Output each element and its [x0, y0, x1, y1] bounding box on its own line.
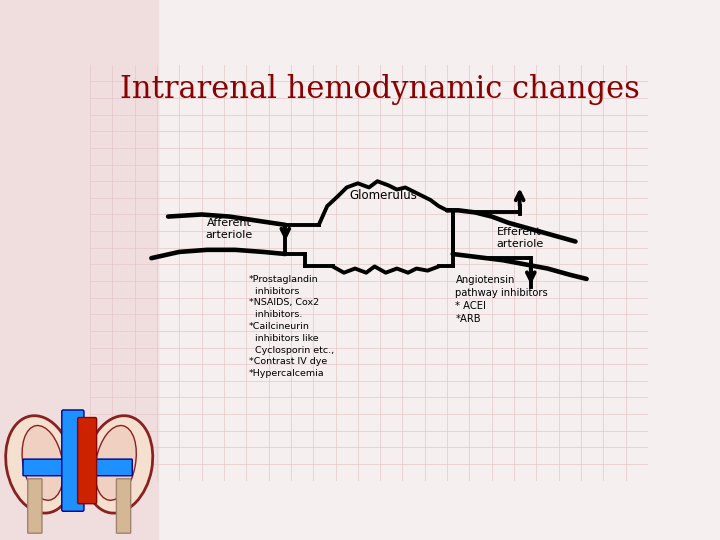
FancyBboxPatch shape [62, 410, 84, 511]
Text: Afferent
arteriole: Afferent arteriole [206, 218, 253, 240]
FancyBboxPatch shape [86, 459, 132, 476]
FancyBboxPatch shape [28, 479, 42, 533]
Text: Efferent
arteriole: Efferent arteriole [496, 227, 544, 248]
Ellipse shape [95, 426, 136, 500]
Ellipse shape [6, 416, 73, 513]
Ellipse shape [85, 416, 153, 513]
Text: *Prostaglandin
  inhibitors
*NSAIDS, Cox2
  inhibitors.
*Cailcineurin
  inhibito: *Prostaglandin inhibitors *NSAIDS, Cox2 … [249, 275, 334, 378]
Text: Intrarenal hemodynamic changes: Intrarenal hemodynamic changes [120, 74, 640, 105]
Text: Angiotensin
pathway inhibitors
* ACEI
*ARB: Angiotensin pathway inhibitors * ACEI *A… [456, 275, 548, 325]
FancyBboxPatch shape [78, 417, 96, 504]
Ellipse shape [22, 426, 63, 500]
FancyBboxPatch shape [117, 479, 131, 533]
FancyBboxPatch shape [23, 459, 72, 476]
Text: Glomerulus: Glomerulus [349, 190, 417, 202]
